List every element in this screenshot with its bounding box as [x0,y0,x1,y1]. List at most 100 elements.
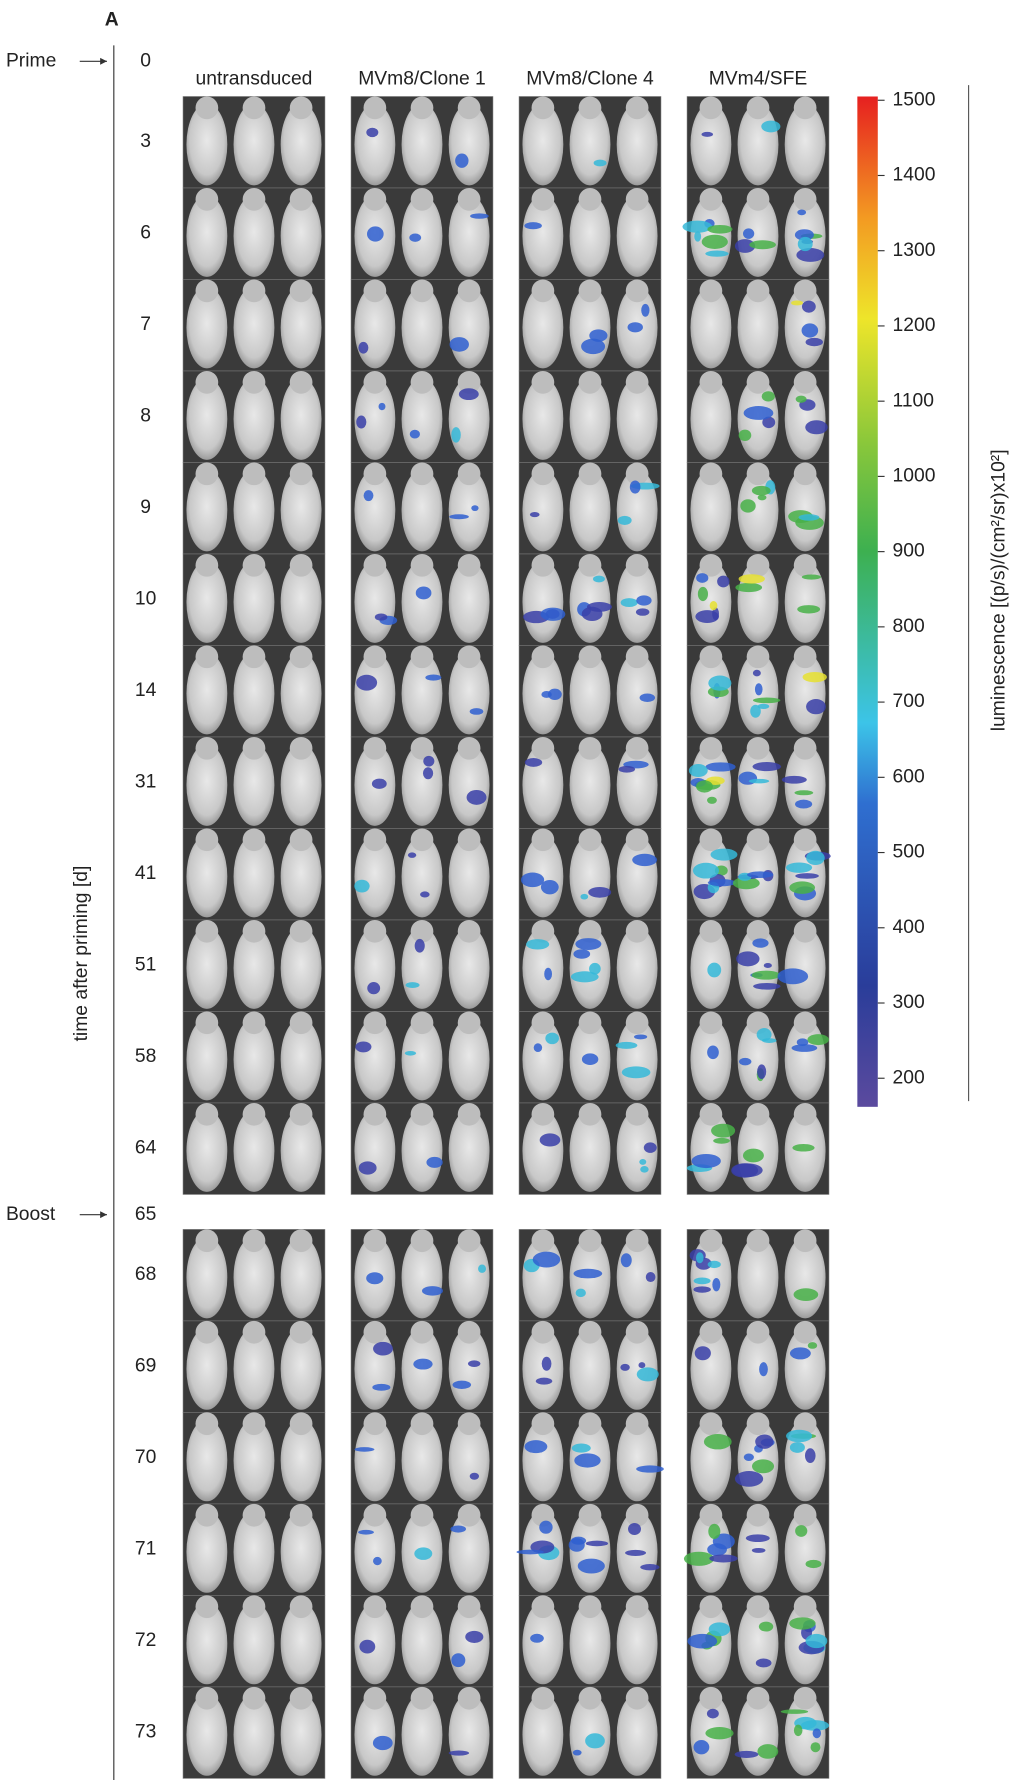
signal [354,880,369,893]
mouse-head [290,554,313,577]
signal [695,1346,711,1360]
signal [594,160,607,167]
signal [806,699,826,714]
mouse-head [411,96,434,119]
signal [638,1362,645,1368]
mouse-head [626,188,649,211]
signal [536,1378,552,1385]
signal [794,790,813,795]
signal [356,416,366,429]
signal [356,675,377,691]
mouse-head [794,188,817,211]
signal [451,1653,465,1667]
signal [636,1465,664,1472]
mouse-head [700,1595,723,1618]
signal [619,766,636,773]
signal [756,1659,772,1668]
mouse-head [458,1504,481,1527]
signal [526,939,549,949]
mouse-head [458,1011,481,1034]
mouse-head [364,188,387,211]
signal [710,601,718,610]
signal [790,1347,811,1359]
signal [569,1538,585,1552]
signal [620,1364,629,1371]
mouse-head [700,279,723,302]
mouse-head [290,462,313,485]
signal [713,1138,730,1144]
signal [696,573,708,583]
signal [621,598,638,607]
signal [525,758,542,767]
mouse-head [747,188,770,211]
signal [749,779,769,784]
mouse-head [626,645,649,668]
signal [762,391,775,401]
signal [708,879,736,886]
day-label: 41 [135,863,156,884]
signal [410,430,420,439]
mouse-head [290,1011,313,1034]
mouse-head [364,1595,387,1618]
mouse-head [243,188,266,211]
signal [799,514,820,521]
signal [358,1530,374,1535]
colorbar-tick-label: 300 [893,992,925,1013]
signal [634,1034,647,1039]
signal [739,430,752,441]
signal [470,1473,479,1480]
mouse-head [532,1687,555,1710]
signal [423,756,434,767]
mouse-head [458,96,481,119]
signal [571,971,599,982]
signal [795,1525,807,1537]
mouse-head [243,96,266,119]
signal [545,1033,559,1045]
mouse-head [794,828,817,851]
signal [465,1631,483,1643]
mouse-head [411,1687,434,1710]
signal [694,1740,710,1754]
signal [687,1634,717,1649]
mouse-head [700,462,723,485]
signal [593,576,605,583]
signal [755,1435,773,1449]
mouse-head [747,96,770,119]
mouse-head [290,920,313,943]
signal [540,1133,561,1146]
signal [708,1524,720,1539]
colorbar-tick-label: 1200 [893,315,936,336]
signal [541,691,551,698]
mouse-head [458,554,481,577]
signal [753,698,780,704]
signal [449,514,469,519]
signal [375,613,388,620]
signal [640,694,655,702]
mouse-head [364,371,387,394]
mouse-head [794,1011,817,1034]
mouse-head [411,1321,434,1344]
signal [758,704,770,709]
signal [358,342,368,354]
signal [789,1617,815,1629]
signal [705,1727,733,1739]
signal [739,574,765,583]
mouse-head [747,462,770,485]
mouse-head [626,1011,649,1034]
signal [367,982,380,994]
mouse-head [579,188,602,211]
signal [813,1728,821,1738]
mouse-head [579,554,602,577]
mouse-head [700,645,723,668]
mouse-head [794,371,817,394]
mouse-head [747,279,770,302]
mouse-head [579,1011,602,1034]
signal [366,1272,383,1284]
signal [422,1286,443,1296]
signal [752,486,771,496]
mouse-head [290,188,313,211]
mouse-head [196,1687,219,1710]
mouse-head [458,188,481,211]
day-label: 8 [140,405,151,426]
signal [806,851,825,865]
